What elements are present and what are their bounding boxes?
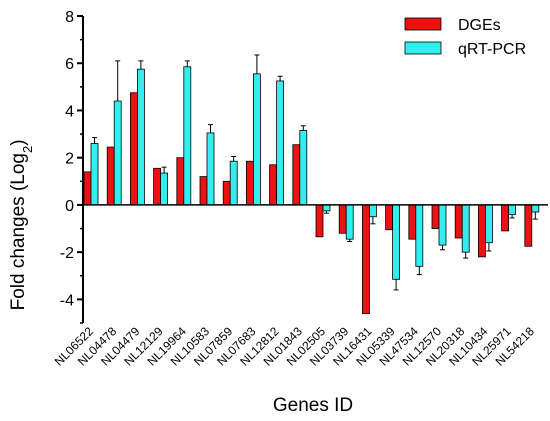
legend: DGEs qRT-PCR [404,17,526,58]
y-tick-label: -4 [60,292,74,309]
bar-dges-10 [315,204,324,238]
bar-dges-1 [106,146,115,206]
bar-dges-6 [222,180,231,206]
bar-dges-9 [292,144,301,206]
y-axis-title-main: Fold changes (Log [8,153,29,310]
bar-qrt-pcr-7 [252,73,261,206]
bar-dges-8 [269,164,278,206]
bar-qrt-pcr-13 [392,204,401,280]
y-axis-title: Fold changes (Log2) [8,139,35,310]
bar-dges-16 [454,204,463,239]
bar-qrt-pcr-15 [438,204,447,246]
bar-qrt-pcr-8 [276,80,285,206]
bar-dges-14 [408,204,417,240]
y-tick-label: 6 [65,56,74,73]
bar-qrt-pcr-14 [415,204,424,267]
bar-qrt-pcr-16 [461,204,470,253]
y-tick-label: 4 [65,103,74,120]
legend-swatch [404,17,442,31]
bar-qrt-pcr-9 [299,130,308,206]
bar-dges-13 [385,204,394,231]
bar-dges-18 [501,204,510,232]
legend-label: qRT-PCR [458,41,526,58]
bar-qrt-pcr-0 [90,143,99,206]
legend-swatch [404,41,442,55]
bar-dges-11 [338,204,347,234]
bar-qrt-pcr-11 [345,204,354,240]
bar-dges-17 [477,204,486,258]
bar-dges-3 [153,167,162,206]
bar-dges-5 [199,176,208,206]
y-tick-label: 0 [65,198,74,215]
bar-qrt-pcr-3 [160,172,169,206]
bar-dges-12 [361,204,370,314]
legend-label: DGEs [458,17,501,34]
bar-qrt-pcr-19 [531,204,540,213]
y-ticks: -4 -2 0 2 4 6 8 [60,9,83,324]
bars-layer [83,66,540,314]
bar-qrt-pcr-17 [484,204,493,244]
y-tick-label: 8 [65,9,74,26]
y-tick-label: 2 [65,151,74,168]
bar-qrt-pcr-10 [322,204,331,212]
x-axis-title: Genes ID [273,395,353,416]
bar-dges-15 [431,204,440,229]
bar-qrt-pcr-6 [229,160,238,206]
y-axis-title-close: ) [8,139,29,145]
error-bars-layer [92,54,538,291]
bar-qrt-pcr-1 [113,100,122,206]
bar-qrt-pcr-2 [136,68,145,206]
bar-dges-7 [245,160,254,206]
category-labels: NL06522NL04478NL04479NL12129NL19964NL105… [52,324,537,369]
bar-qrt-pcr-4 [183,66,192,206]
bar-dges-0 [83,171,92,206]
bar-qrt-pcr-18 [508,204,517,215]
y-axis-title-sub: 2 [20,146,35,153]
bar-dges-4 [176,157,185,206]
bar-qrt-pcr-12 [368,204,377,218]
bar-dges-2 [129,92,138,206]
bar-dges-19 [524,204,533,247]
bar-qrt-pcr-5 [206,132,215,206]
y-tick-label: -2 [60,245,74,262]
